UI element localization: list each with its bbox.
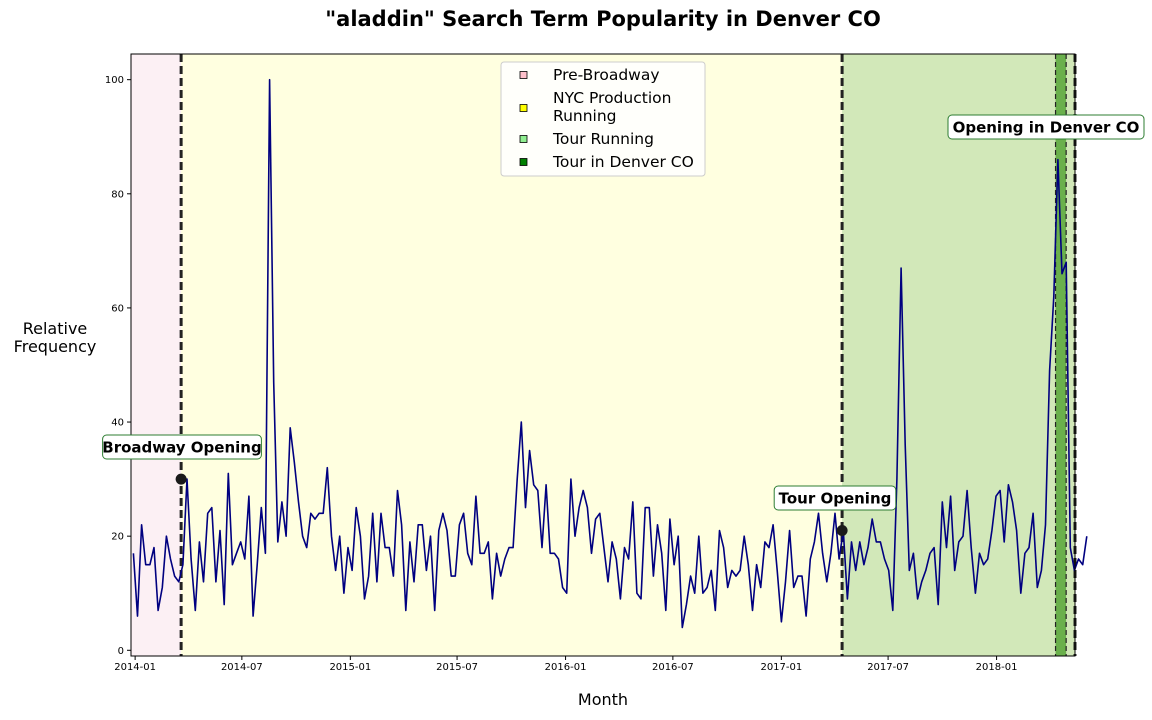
region-tour-in-denver-co xyxy=(1055,54,1067,656)
annotation-label: Broadway Opening xyxy=(102,439,261,457)
annotation-marker xyxy=(836,524,848,536)
region-pre-broadway xyxy=(131,54,182,656)
legend-label: Tour Running xyxy=(552,130,654,148)
legend-swatch xyxy=(519,104,528,112)
region-tour-running xyxy=(842,54,1075,656)
x-tick-label: 2016-07 xyxy=(652,662,694,673)
legend-label: NYC Production xyxy=(553,89,671,107)
legend-label: Tour in Denver CO xyxy=(552,153,694,171)
y-tick-label: 0 xyxy=(118,646,124,657)
y-tick-label: 40 xyxy=(111,418,124,429)
y-tick-label: 60 xyxy=(111,303,124,314)
x-tick-label: 2014-07 xyxy=(221,662,263,673)
y-axis-label: Relative Frequency xyxy=(13,319,97,356)
annotation-box xyxy=(947,114,1145,140)
x-tick-label: 2014-01 xyxy=(114,662,156,673)
series-line xyxy=(132,78,1088,629)
x-tick-label: 2016-01 xyxy=(545,662,587,673)
legend-swatch xyxy=(519,135,528,143)
plot-frame xyxy=(130,53,1076,657)
y-tick-label: 20 xyxy=(111,532,124,543)
annotation-marker xyxy=(175,473,187,485)
annotation-label: Opening in Denver CO xyxy=(953,119,1140,137)
y-tick-label: 100 xyxy=(105,75,124,86)
x-tick-label: 2017-07 xyxy=(867,662,909,673)
legend-swatch xyxy=(519,158,528,166)
annotation-box xyxy=(773,485,897,511)
legend-label: Running xyxy=(553,107,617,125)
x-tick-label: 2015-07 xyxy=(436,662,478,673)
x-tick-label: 2017-01 xyxy=(760,662,802,673)
legend-swatch xyxy=(519,71,528,79)
x-tick-label: 2015-01 xyxy=(329,662,371,673)
annotation-box xyxy=(102,434,262,460)
x-tick-label: 2018-01 xyxy=(976,662,1018,673)
y-tick-label: 80 xyxy=(111,189,124,200)
chart-title: "aladdin" Search Term Popularity in Denv… xyxy=(325,7,881,31)
legend-box xyxy=(500,61,706,177)
annotation-label: Tour Opening xyxy=(779,490,892,508)
x-axis-label: Month xyxy=(577,690,629,709)
legend-label: Pre-Broadway xyxy=(553,66,660,84)
